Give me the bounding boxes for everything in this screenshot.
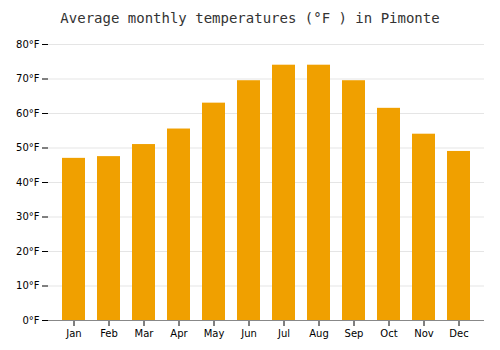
svg-text:30°F: 30°F (16, 211, 40, 222)
svg-text:May: May (204, 328, 225, 339)
svg-text:20°F: 20°F (16, 246, 40, 257)
svg-text:0°F: 0°F (22, 315, 39, 326)
svg-text:Apr: Apr (170, 328, 188, 339)
svg-text:Sep: Sep (345, 328, 364, 339)
svg-text:10°F: 10°F (16, 280, 40, 291)
svg-text:Mar: Mar (135, 328, 155, 339)
svg-text:70°F: 70°F (16, 73, 40, 84)
svg-text:Feb: Feb (100, 328, 118, 339)
svg-text:80°F: 80°F (16, 39, 40, 50)
svg-text:Dec: Dec (449, 328, 468, 339)
svg-text:Nov: Nov (414, 328, 434, 339)
svg-text:Jun: Jun (240, 328, 257, 339)
svg-text:40°F: 40°F (16, 177, 40, 188)
svg-text:50°F: 50°F (16, 142, 40, 153)
html-text:Average monthly temperatures (: Average monthly temperatures (°F ) in Pi… (60, 10, 440, 26)
svg-text:Aug: Aug (309, 328, 329, 339)
svg-text:60°F: 60°F (16, 108, 40, 119)
svg-text:Jul: Jul (277, 328, 290, 339)
svg-text:Oct: Oct (380, 328, 397, 339)
svg-text:Jan: Jan (65, 328, 81, 339)
